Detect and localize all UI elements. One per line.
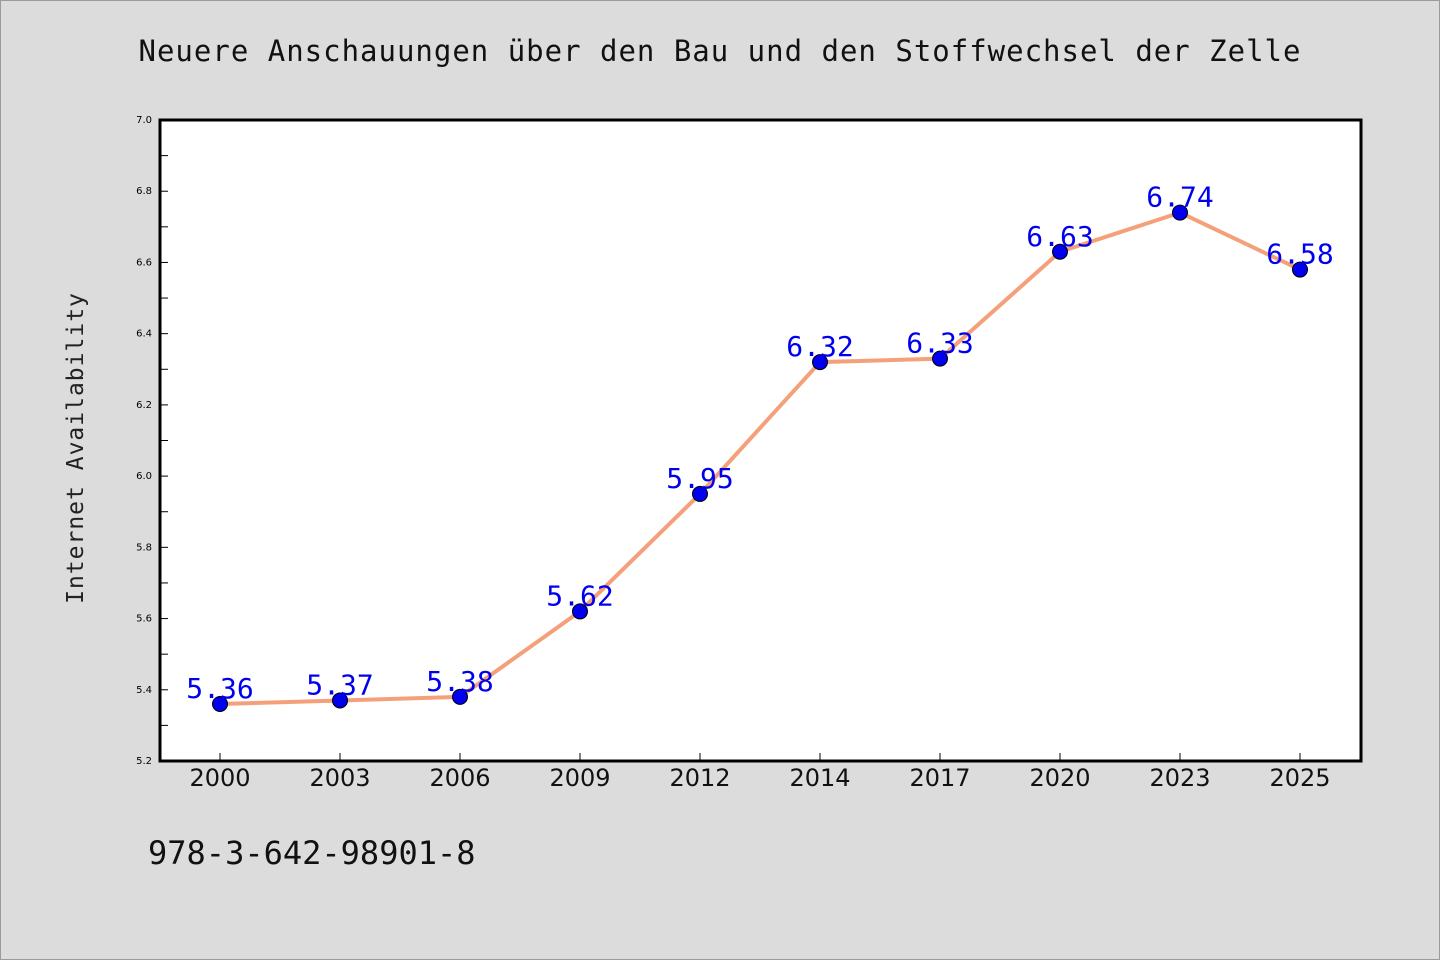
data-point: [572, 603, 588, 620]
x-tick-label: 2020: [1029, 764, 1090, 792]
x-tick-label: 2012: [669, 764, 730, 792]
data-point: [1292, 261, 1308, 278]
y-tick-label: 6.6: [136, 257, 152, 268]
data-label: 5.62: [546, 579, 613, 612]
data-label: 6.63: [1026, 220, 1093, 253]
data-point: [692, 485, 708, 502]
isbn-code: 978-3-642-98901-8: [148, 834, 476, 872]
data-point: [332, 692, 348, 709]
x-tick-label: 2023: [1149, 764, 1210, 792]
x-tick-label: 2017: [909, 764, 970, 792]
y-tick-label: 6.4: [136, 329, 152, 340]
data-label: 5.95: [666, 462, 733, 495]
y-tick-label: 5.8: [136, 542, 152, 553]
data-point: [1052, 243, 1068, 260]
x-tick-label: 2000: [189, 764, 250, 792]
x-tick-label: 2003: [309, 764, 370, 792]
x-tick-label: 2006: [429, 764, 490, 792]
y-tick-label: 5.6: [136, 614, 152, 625]
y-tick-label: 6.0: [136, 471, 152, 482]
data-point: [1172, 204, 1188, 221]
data-point: [932, 350, 948, 367]
series-line: [218, 210, 1302, 707]
data-label: 6.33: [906, 327, 973, 360]
data-point: [212, 696, 228, 713]
data-label: 6.58: [1266, 238, 1333, 271]
data-point: [452, 688, 468, 705]
x-tick-label: 2009: [549, 764, 610, 792]
y-tick-label: 5.4: [136, 685, 152, 696]
x-tick-label: 2014: [789, 764, 850, 792]
y-tick-label: 7.0: [136, 115, 152, 126]
y-tick-label: 5.2: [136, 756, 152, 767]
chart-title: Neuere Anschauungen über den Bau und den…: [138, 34, 1302, 68]
data-point: [812, 354, 828, 371]
data-label: 6.74: [1146, 181, 1213, 214]
plot-area: [158, 118, 1363, 763]
data-label: 5.36: [186, 672, 253, 705]
y-tick-label: 6.2: [136, 400, 152, 411]
x-tick-label: 2025: [1269, 764, 1330, 792]
data-label: 6.32: [786, 330, 853, 363]
data-label: 5.37: [306, 668, 373, 701]
data-label: 5.38: [426, 665, 493, 698]
y-tick-label: 6.8: [136, 186, 152, 197]
